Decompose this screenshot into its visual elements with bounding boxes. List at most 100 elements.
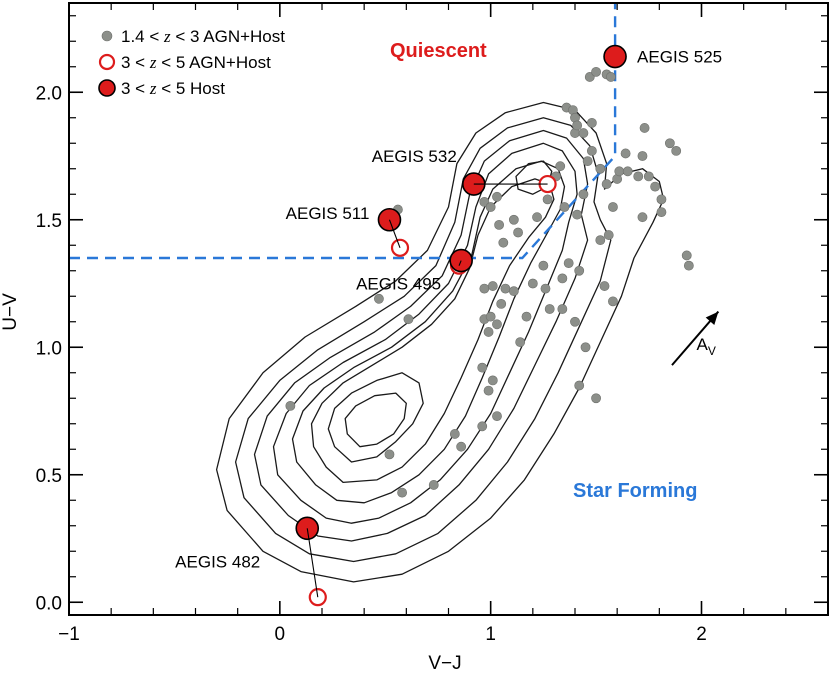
agn-host-z1-3-point-28	[540, 283, 551, 294]
agn-host-z1-3-point-16	[485, 311, 496, 322]
agn-host-z1-3-point-33	[574, 265, 585, 276]
agn-host-z1-3-point-84	[637, 151, 648, 161]
agn-host-z1-3-point-22	[500, 283, 511, 294]
agn-host-z1-3-point-87	[603, 230, 614, 240]
agn-host-z1-3-point-19	[483, 327, 494, 337]
agn-host-z1-3-point-56	[595, 163, 606, 174]
arrow-head-icon	[705, 311, 719, 325]
agn-host-z1-3-point-6	[397, 487, 408, 498]
agn-host-z1-3-point-5	[384, 449, 395, 460]
density-contour-2	[234, 117, 612, 563]
agn-host-z1-3-point-85	[620, 148, 631, 159]
agn-host-z1-3-point-9	[456, 441, 467, 452]
agn-host-z1-3-point-64	[650, 181, 661, 192]
agn-host-z1-3-point-67	[656, 194, 667, 205]
agn-host-z1-3-point-54	[582, 156, 593, 166]
agn-host-z1-3-point-86	[595, 235, 606, 246]
x-tick-label: 0	[275, 624, 286, 645]
density-contour-8	[344, 392, 407, 448]
agn-host-z1-3-point-30	[557, 304, 568, 314]
density-contour-7	[327, 372, 424, 463]
y-tick-label: 2.0	[36, 83, 62, 104]
agn-host-z1-3-point-65	[656, 207, 667, 217]
agn-host-z1-3-point-48	[542, 194, 553, 205]
density-contour-4	[272, 142, 578, 524]
x-axis-label: V−J	[428, 653, 461, 674]
agn-host-z1-3-point-31	[557, 273, 568, 284]
y-tick-label: 1.5	[36, 211, 62, 232]
agn-host-z1-3-point-37	[591, 393, 601, 404]
agn-host-z1-3-point-38	[599, 281, 610, 291]
legend-open-circle-icon	[98, 53, 116, 71]
axis-ticks: −1 0 1 2 0.0 0.5 1.0 1.5 2.0	[36, 3, 829, 645]
agn-host-z1-3-point-13	[492, 411, 502, 421]
agn-host-z1-3-point-32	[563, 258, 574, 268]
agn-host-z1-3-point-39	[608, 296, 618, 307]
agn-host-z1-3-point-1	[374, 293, 384, 304]
agn-host-z1-3-point-44	[498, 237, 509, 248]
agn-host-z1-3-point-17	[496, 298, 507, 309]
density-contour-3	[253, 129, 589, 542]
agn-host-z1-3-point-46	[513, 227, 523, 238]
agn-host-z1-3-point-55	[586, 145, 597, 156]
agn-host-z1-3-point-62	[633, 171, 644, 182]
density-contour-6	[310, 178, 555, 484]
agn-host-z1-3-point-40	[479, 196, 490, 207]
agn-host-z1-3-point-23	[508, 286, 519, 297]
aegis-511-connector	[388, 219, 401, 248]
legend-gray-dot-icon	[101, 30, 113, 42]
legend: 1.4 < z < 3 AGN+Host 3 < z < 5 AGN+Host 3 …	[98, 27, 285, 98]
agn-host-z1-3-point-18	[492, 319, 502, 330]
star-forming-label: Star Forming	[573, 480, 697, 502]
annotations: AEGIS 525 AEGIS 532 AEGIS 511 AEGIS 495 AEGI…	[175, 48, 722, 598]
agn-host-z1-3-point-50	[555, 161, 566, 172]
agn-host-z1-3-point-3	[403, 314, 414, 325]
legend-entry-2: 3 < z < 5 AGN+Host	[121, 53, 271, 72]
agn-host-z1-3-point-10	[477, 421, 488, 432]
agn-host-z1-3-point-34	[570, 316, 580, 327]
agn-host-z1-3-point-20	[479, 283, 490, 294]
agn-host-z1-3-point-52	[572, 209, 583, 220]
agn-host-z1-3-point-58	[608, 202, 618, 212]
agn-host-z1-3-point-45	[508, 214, 519, 225]
y-tick-label: 0.5	[36, 466, 62, 487]
aegis-525-label: AEGIS 525	[637, 48, 722, 67]
agn-host-z1-3-point-79	[584, 72, 595, 82]
host-z3-5-point-4	[603, 44, 627, 69]
agn-host-z1-3-point-8	[449, 429, 460, 439]
agn-host-z1-3-point-4	[285, 400, 296, 411]
y-tick-label: 1.0	[36, 338, 62, 359]
agn-host-z1-3-point-51	[559, 202, 570, 212]
x-tick-label: 2	[696, 624, 707, 645]
agn-host-z1-3-point-29	[544, 304, 555, 314]
agn-host-z1-3-point-68	[664, 138, 675, 149]
aegis-511-label: AEGIS 511	[286, 204, 370, 223]
agn-host-z1-3-point-71	[683, 260, 694, 271]
aegis-495-label: AEGIS 495	[356, 275, 441, 294]
agn-host-z1-3-point-25	[521, 311, 532, 322]
agn-host-z1-3-point-12	[487, 375, 498, 386]
agn-host-z1-3-point-60	[614, 166, 625, 177]
agn-host-z1-3-point-76	[572, 120, 583, 131]
legend-filled-circle-icon	[98, 79, 116, 97]
agn-host-z1-3-point-24	[515, 337, 526, 348]
agn-host-z1-3-point-27	[538, 260, 549, 271]
x-tick-label: −1	[58, 624, 80, 645]
agn-host-z1-3-point-7	[428, 480, 439, 490]
agn-host-z1-3-point-35	[580, 342, 591, 353]
agn-host-z1-3-point-77	[578, 128, 589, 138]
aegis-495-connector	[458, 260, 462, 266]
agn-host-z1-3-point-82	[605, 72, 616, 82]
agn-host-z1-3-point-63	[643, 171, 654, 182]
agn-host-z1-3-point-14	[477, 362, 488, 373]
legend-entry-3: 3 < z < 5 Host	[121, 79, 225, 98]
y-axis-label: U−V	[0, 293, 21, 331]
agn-host-z1-3-point-21	[487, 281, 498, 291]
agn-host-z1-3-point-11	[483, 385, 494, 396]
aegis-482-label: AEGIS 482	[175, 552, 260, 571]
agn-host-z1-3-point-83	[639, 123, 650, 133]
agn-host-z1-3-point-41	[485, 202, 496, 212]
agn-host-z1-3-point-42	[492, 191, 502, 202]
agn-host-z1-3-point-80	[591, 66, 601, 77]
